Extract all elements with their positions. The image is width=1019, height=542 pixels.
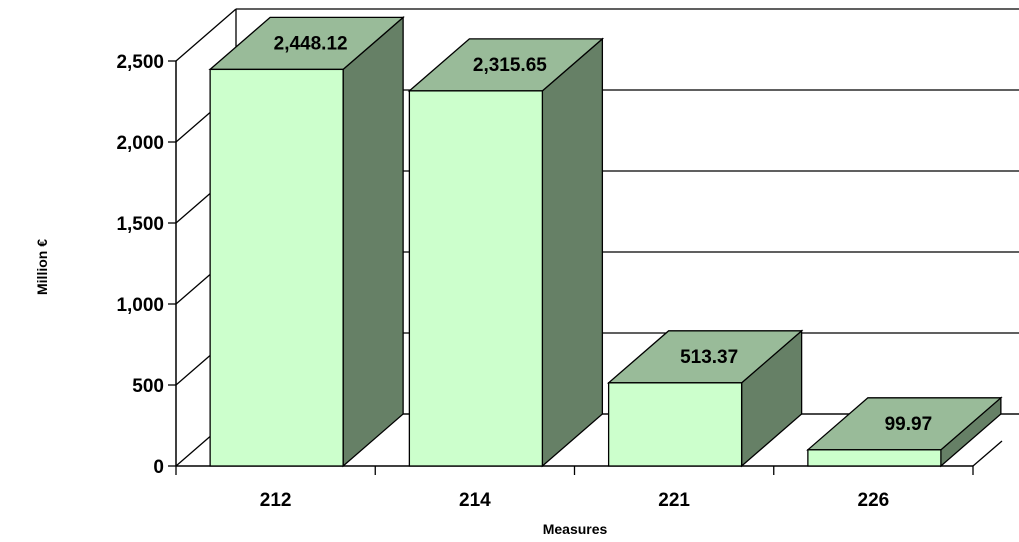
bar-front	[408, 90, 544, 467]
bar-212	[208, 15, 405, 468]
x-tick-label: 221	[658, 490, 690, 511]
floor-right-edge	[972, 440, 1003, 467]
data-label: 2,315.65	[473, 55, 547, 76]
y-tick-label: 500	[132, 376, 164, 397]
x-axis-title: Measures	[543, 521, 608, 537]
bar-side	[541, 37, 604, 468]
y-tick-label: 1,500	[116, 214, 164, 235]
data-label: 513.37	[680, 347, 738, 368]
y-tick-label: 1,000	[116, 295, 164, 316]
bars	[208, 15, 1003, 468]
gridline-side	[175, 8, 237, 62]
x-tick-label: 212	[260, 490, 292, 511]
data-labels: 212 2,448.12 214 2,315.65 221 513.37 226 99.97	[260, 33, 932, 511]
data-label: 2,448.12	[274, 33, 348, 54]
bar-221	[606, 329, 804, 468]
bar-front	[807, 449, 942, 467]
bar-226	[806, 396, 1003, 468]
y-axis-title: Million €	[34, 239, 50, 295]
y-tick-label: 2,500	[116, 52, 164, 73]
y-tick-label: 2,000	[116, 133, 164, 154]
bar-front	[607, 382, 743, 467]
bar-214	[407, 37, 605, 468]
bar-side	[342, 15, 404, 468]
bar-front	[209, 68, 344, 467]
x-tick-label: 226	[858, 490, 890, 511]
data-label: 99.97	[885, 414, 933, 435]
x-tick-label: 214	[459, 490, 491, 511]
y-tick-label: 0	[153, 457, 164, 478]
